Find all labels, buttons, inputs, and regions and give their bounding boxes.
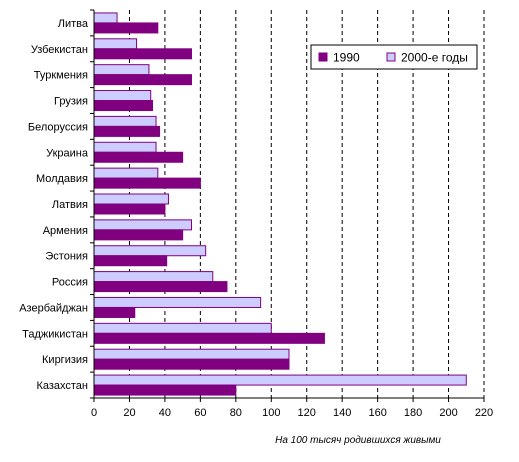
x-tick-label: 200 <box>439 407 457 419</box>
x-tick-label: 140 <box>333 407 351 419</box>
bar-2000s-13 <box>93 348 290 360</box>
category-label: Грузия <box>54 96 88 108</box>
category-label: Белоруссия <box>28 121 88 133</box>
category-label: Узбекистан <box>31 44 88 56</box>
x-tick-label: 100 <box>262 407 280 419</box>
category-label: Украина <box>46 147 89 159</box>
bar-2000s-7 <box>93 193 169 205</box>
category-label: Эстония <box>45 251 88 263</box>
bar-1990-11 <box>93 306 136 318</box>
legend: 1990 2000-е годы <box>310 44 478 70</box>
bar-2000s-12 <box>93 322 272 334</box>
bar-1990-10 <box>93 281 228 293</box>
bar-2000s-11 <box>93 296 262 308</box>
category-label: Молдавия <box>36 173 88 185</box>
bar-1990-14 <box>93 384 237 396</box>
x-tick-label: 120 <box>298 407 316 419</box>
category-label: Литва <box>58 18 89 30</box>
bar-1990-5 <box>93 151 184 163</box>
bar-2000s-0 <box>93 12 118 24</box>
bar-1990-0 <box>93 22 159 34</box>
bar-2000s-1 <box>93 38 138 50</box>
bar-1990-3 <box>93 100 153 112</box>
category-label: Туркмения <box>34 70 88 82</box>
x-tick-label: 0 <box>91 407 97 419</box>
category-label: Азербайджан <box>19 302 88 314</box>
x-tick-label: 180 <box>404 407 422 419</box>
bar-2000s-2 <box>93 64 150 76</box>
legend-swatch-0 <box>318 52 328 62</box>
x-tick-label: 160 <box>368 407 386 419</box>
bar-1990-8 <box>93 229 184 241</box>
bar-2000s-10 <box>93 271 214 283</box>
bar-1990-9 <box>93 255 168 267</box>
bar-2000s-6 <box>93 167 159 179</box>
category-label: Армения <box>43 225 88 237</box>
bar-1990-12 <box>93 332 325 344</box>
category-label: Россия <box>52 277 88 289</box>
x-tick-label: 80 <box>230 407 242 419</box>
x-tick-label: 220 <box>475 407 493 419</box>
bar-2000s-5 <box>93 141 157 153</box>
x-tick-label: 20 <box>123 407 135 419</box>
bar-1990-7 <box>93 203 166 215</box>
x-tick-label: 60 <box>194 407 206 419</box>
category-label: Казахстан <box>36 380 88 392</box>
labels: Литва Узбекистан Туркмения Грузия Белоруссия… <box>19 18 493 419</box>
legend-label-0: 1990 <box>333 51 360 65</box>
bar-2000s-9 <box>93 245 207 257</box>
bar-1990-1 <box>93 48 192 60</box>
bar-2000s-8 <box>93 219 192 231</box>
bar-2000s-14 <box>93 374 467 386</box>
bar-1990-13 <box>93 358 290 370</box>
legend-label-1: 2000-е годы <box>401 51 468 65</box>
x-axis-title: На 100 тысяч родившихся живыми <box>275 435 441 446</box>
bar-2000s-3 <box>93 90 152 102</box>
x-tick-label: 40 <box>159 407 171 419</box>
bar-1990-4 <box>93 125 161 137</box>
category-label: Киргизия <box>42 354 88 366</box>
bar-2000s-4 <box>93 115 157 127</box>
bar-1990-6 <box>93 177 201 189</box>
axes <box>90 9 485 402</box>
bars <box>93 12 467 396</box>
category-label: Таджикистан <box>22 328 88 340</box>
category-label: Латвия <box>52 199 88 211</box>
legend-swatch-1 <box>386 52 396 62</box>
bar-1990-2 <box>93 74 192 86</box>
